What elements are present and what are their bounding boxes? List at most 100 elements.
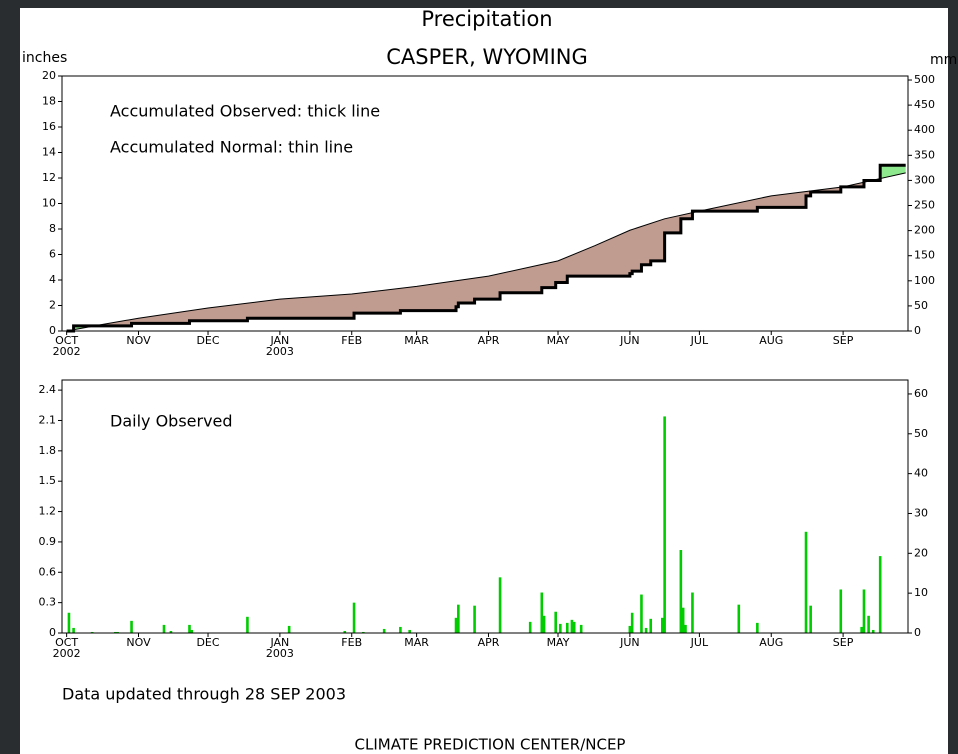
x-tick-label: FEB	[341, 334, 362, 347]
y-tick-label: 2.4	[39, 383, 57, 396]
x-year-label: 2002	[53, 647, 81, 660]
credit: CLIMATE PREDICTION CENTER/NCEP	[355, 736, 626, 754]
bar	[573, 622, 576, 633]
bar	[554, 612, 557, 633]
y2-tick-label: 0	[914, 324, 921, 337]
chart-title: Precipitation	[421, 7, 552, 31]
y2-tick-label: 30	[914, 506, 928, 519]
bar	[499, 577, 502, 633]
y2-axis-label: mm	[930, 52, 957, 68]
bar	[163, 625, 166, 633]
bar	[246, 617, 249, 633]
x-tick-label: DEC	[196, 334, 219, 347]
y2-tick-label: 500	[914, 73, 935, 86]
bar	[571, 620, 574, 633]
bar	[288, 626, 291, 633]
y2-tick-label: 300	[914, 173, 935, 186]
x-tick-label: JUN	[619, 334, 640, 347]
x-tick-label: DEC	[196, 636, 219, 649]
bar	[473, 606, 476, 633]
y2-tick-label: 50	[914, 427, 928, 440]
x-year-label: 2002	[53, 345, 81, 358]
bar	[529, 622, 532, 633]
bar	[353, 603, 356, 633]
y-tick-label: 1.5	[39, 474, 57, 487]
y-tick-label: 0.6	[39, 565, 57, 578]
bar	[649, 619, 652, 633]
bar	[661, 618, 664, 633]
y2-tick-label: 10	[914, 586, 928, 599]
y-tick-label: 8	[49, 222, 56, 235]
x-tick-label: JUL	[690, 636, 709, 649]
bar	[738, 605, 741, 633]
x-tick-label: AUG	[759, 636, 783, 649]
bar	[684, 625, 687, 633]
y-tick-label: 16	[42, 120, 56, 133]
y-tick-label: 0.3	[39, 596, 57, 609]
bar	[399, 627, 402, 633]
bar	[863, 589, 866, 633]
bar	[691, 593, 694, 633]
y-tick-label: 14	[42, 146, 56, 159]
bar	[540, 593, 543, 633]
bar	[756, 623, 759, 633]
y2-tick-label: 350	[914, 148, 935, 161]
bar	[867, 616, 870, 633]
y2-tick-label: 150	[914, 249, 935, 262]
y-tick-label: 2	[49, 299, 56, 312]
bar	[663, 416, 666, 633]
x-tick-label: APR	[478, 636, 500, 649]
y2-tick-label: 400	[914, 123, 935, 136]
bar	[455, 618, 458, 633]
y2-tick-label: 450	[914, 98, 935, 111]
y-tick-label: 2.1	[39, 413, 57, 426]
y2-tick-label: 60	[914, 387, 928, 400]
chart-subtitle: CASPER, WYOMING	[386, 45, 588, 69]
bar	[805, 532, 808, 633]
update-note: Data updated through 28 SEP 2003	[62, 685, 346, 704]
y-tick-label: 20	[42, 69, 56, 82]
y2-tick-label: 50	[914, 299, 928, 312]
y2-tick-label: 40	[914, 467, 928, 480]
y-tick-label: 0.9	[39, 535, 57, 548]
bar	[682, 608, 685, 633]
y2-tick-label: 0	[914, 626, 921, 639]
bar	[188, 625, 191, 633]
bar	[580, 625, 583, 633]
y-tick-label: 6	[49, 248, 56, 261]
x-tick-label: NOV	[126, 636, 151, 649]
x-year-label: 2003	[266, 345, 294, 358]
annotation: Accumulated Normal: thin line	[110, 138, 353, 157]
annotation: Accumulated Observed: thick line	[110, 102, 380, 121]
bar	[680, 550, 683, 633]
x-tick-label: AUG	[759, 334, 783, 347]
bar	[645, 628, 648, 633]
bar	[559, 624, 562, 633]
x-tick-label: SEP	[833, 334, 854, 347]
page: Precipitation CASPER, WYOMING inches mm …	[0, 0, 958, 754]
x-tick-label: SEP	[833, 636, 854, 649]
bar	[809, 606, 812, 633]
y2-tick-label: 200	[914, 224, 935, 237]
y-tick-label: 10	[42, 197, 56, 210]
bar	[879, 556, 882, 633]
bar	[631, 613, 634, 633]
y-tick-label: 4	[49, 273, 56, 286]
x-tick-label: MAR	[404, 334, 429, 347]
bar	[383, 629, 386, 633]
y-tick-label: 1.8	[39, 444, 57, 457]
x-tick-label: NOV	[126, 334, 151, 347]
x-tick-label: MAR	[404, 636, 429, 649]
y2-tick-label: 100	[914, 274, 935, 287]
bar	[457, 605, 460, 633]
x-tick-label: JUL	[690, 334, 709, 347]
y-tick-label: 12	[42, 171, 56, 184]
bar	[72, 628, 75, 633]
x-tick-label: APR	[478, 334, 500, 347]
bar	[640, 595, 643, 633]
y-tick-label: 1.2	[39, 505, 57, 518]
x-year-label: 2003	[266, 647, 294, 660]
bar	[629, 626, 632, 633]
bar	[543, 616, 546, 633]
bar	[860, 627, 863, 633]
